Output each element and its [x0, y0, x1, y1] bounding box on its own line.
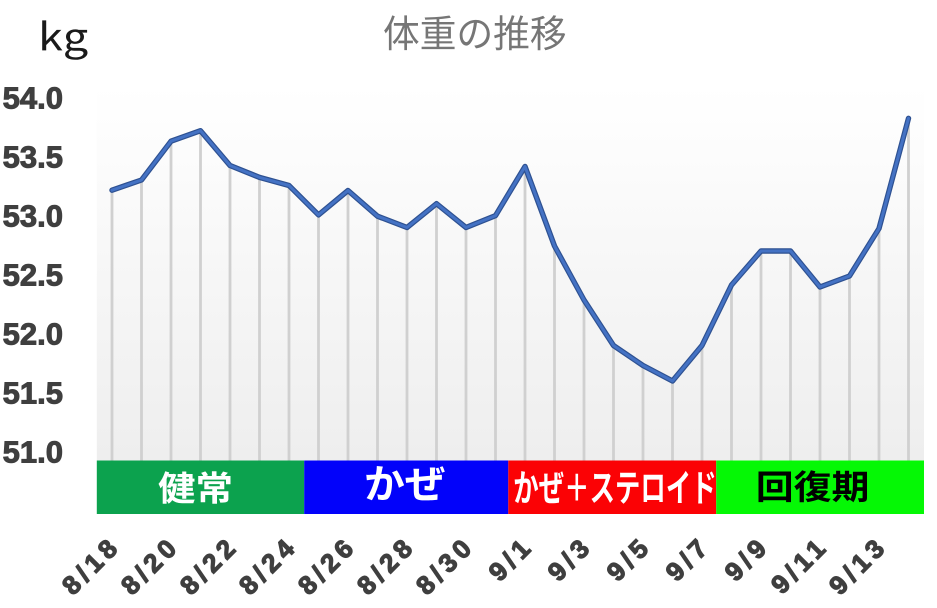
svg-text:53.5: 53.5 [3, 140, 63, 175]
svg-text:52.5: 52.5 [3, 258, 63, 293]
svg-text:53.0: 53.0 [3, 199, 63, 234]
svg-text:51.5: 51.5 [3, 375, 63, 410]
svg-text:52.0: 52.0 [3, 316, 63, 351]
svg-text:51.0: 51.0 [3, 434, 63, 469]
svg-text:54.0: 54.0 [3, 81, 63, 116]
